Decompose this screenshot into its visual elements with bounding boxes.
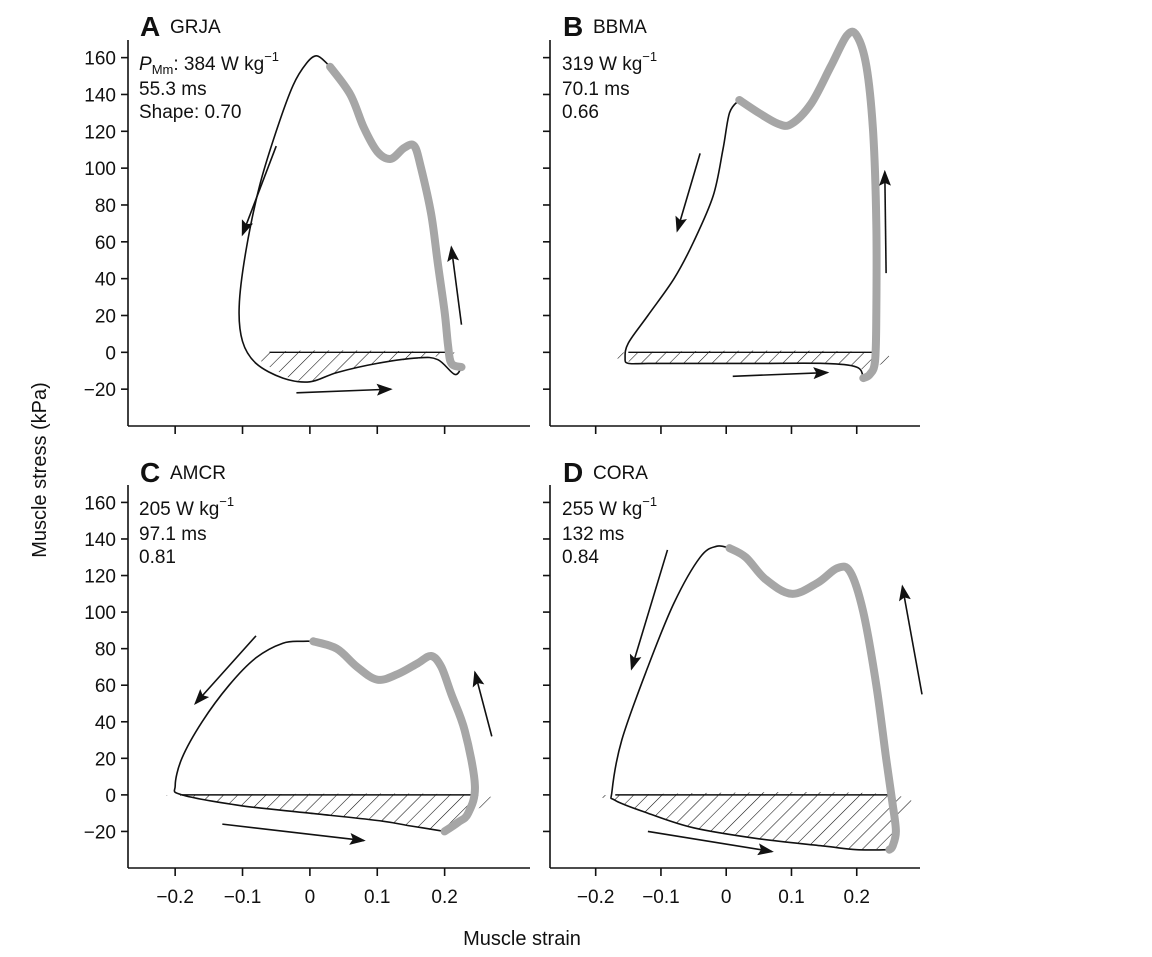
y-tick-label: 40 bbox=[95, 270, 116, 291]
shape-annotation-c: 0.81 bbox=[139, 547, 176, 568]
direction-arrow-1 bbox=[629, 549, 669, 671]
direction-arrow-3 bbox=[447, 245, 463, 325]
panel-a: −20 0 20 40 60 80 100 120 140 160 A GRJA PMm: 384… bbox=[84, 11, 530, 434]
y-tick-label: 100 bbox=[84, 603, 116, 624]
x-tick-label: 0.2 bbox=[431, 887, 457, 908]
panel-letter-b: B bbox=[563, 11, 583, 42]
power-exponent: −1 bbox=[219, 494, 234, 509]
panel-letter-d: D bbox=[563, 457, 583, 488]
lengthening-trace bbox=[238, 54, 463, 383]
direction-arrow-3 bbox=[878, 169, 891, 274]
y-tick-label: 100 bbox=[84, 159, 116, 180]
x-tick-label: 0.1 bbox=[364, 887, 390, 908]
x-tick-label: −0.2 bbox=[577, 887, 615, 908]
x-tick-label: −0.2 bbox=[156, 887, 194, 908]
y-tick-label: 40 bbox=[95, 713, 116, 734]
duration-annotation-d: 132 ms bbox=[562, 524, 624, 545]
lengthening-trace bbox=[624, 99, 865, 379]
direction-arrow-3 bbox=[899, 584, 923, 695]
shortening-trace bbox=[735, 27, 881, 383]
negative-work-region bbox=[609, 350, 890, 372]
y-tick-label: 0 bbox=[105, 343, 116, 364]
y-tick-label: 60 bbox=[95, 233, 116, 254]
shape-annotation-b: 0.66 bbox=[562, 102, 599, 123]
shape-annotation-a: Shape: 0.70 bbox=[139, 102, 241, 123]
x-tick-label: 0.1 bbox=[778, 887, 804, 908]
y-tick-label: 60 bbox=[95, 676, 116, 697]
panel-b: B BBMA 319 W kg−1 70.1 ms 0.66 bbox=[543, 11, 920, 434]
y-tick-label: 140 bbox=[84, 530, 116, 551]
y-tick-label: 20 bbox=[95, 306, 116, 327]
x-tick-label: 0.2 bbox=[844, 887, 870, 908]
lengthening-trace bbox=[173, 640, 445, 833]
x-tick-label: 0 bbox=[721, 887, 732, 908]
panel-species-b: BBMA bbox=[593, 17, 647, 38]
direction-arrow-2 bbox=[647, 830, 774, 856]
x-tick-label: −0.1 bbox=[642, 887, 680, 908]
x-tick-label: 0 bbox=[305, 887, 316, 908]
panel-letter-c: C bbox=[140, 457, 160, 488]
duration-annotation-c: 97.1 ms bbox=[139, 524, 207, 545]
negative-work-region bbox=[160, 793, 496, 832]
shortening-trace bbox=[725, 544, 900, 854]
panel-letter-a: A bbox=[140, 11, 160, 42]
y-tick-label: 160 bbox=[84, 493, 116, 514]
power-value: 205 W kg bbox=[139, 499, 219, 520]
y-tick-label: 80 bbox=[95, 196, 116, 217]
direction-arrow-3 bbox=[472, 670, 493, 737]
duration-annotation-b: 70.1 ms bbox=[562, 79, 630, 100]
power-annotation-c: 205 W kg−1 bbox=[139, 494, 234, 520]
direction-arrow-1 bbox=[241, 145, 277, 237]
y-tick-label: 80 bbox=[95, 640, 116, 661]
negative-work-region bbox=[258, 350, 460, 382]
power-exponent: −1 bbox=[642, 49, 657, 64]
y-tick-label: 140 bbox=[84, 85, 116, 106]
y-tick-label: 0 bbox=[105, 786, 116, 807]
direction-arrow-2 bbox=[296, 383, 393, 396]
lengthening-trace bbox=[610, 545, 890, 851]
direction-arrow-1 bbox=[194, 635, 257, 705]
y-tick-label: 160 bbox=[84, 49, 116, 70]
shape-annotation-d: 0.84 bbox=[562, 547, 599, 568]
power-annotation-a: PMm: 384 W kg−1 bbox=[139, 49, 279, 77]
y-tick-label: −20 bbox=[84, 822, 116, 843]
direction-arrow-2 bbox=[222, 823, 366, 845]
negative-work-region bbox=[593, 791, 915, 850]
power-value: : 384 W kg bbox=[173, 54, 264, 75]
shortening-trace bbox=[326, 62, 466, 372]
y-tick-label: 120 bbox=[84, 122, 116, 143]
panel-species-c: AMCR bbox=[170, 463, 226, 484]
x-tick-label: −0.1 bbox=[224, 887, 262, 908]
power-annotation-d: 255 W kg−1 bbox=[562, 494, 657, 520]
power-exponent: −1 bbox=[264, 49, 279, 64]
power-annotation-b: 319 W kg−1 bbox=[562, 49, 657, 75]
power-value: 319 W kg bbox=[562, 54, 642, 75]
duration-annotation-a: 55.3 ms bbox=[139, 79, 207, 100]
panel-species-a: GRJA bbox=[170, 17, 221, 38]
power-subscript: Mm bbox=[152, 62, 174, 77]
y-tick-label: 20 bbox=[95, 749, 116, 770]
power-symbol: P bbox=[139, 54, 152, 75]
direction-arrow-2 bbox=[732, 367, 830, 380]
y-axis-title: Muscle stress (kPa) bbox=[29, 382, 51, 558]
y-tick-label: −20 bbox=[84, 380, 116, 401]
power-exponent: −1 bbox=[642, 494, 657, 509]
panel-d: −0.2 −0.1 0 0.1 0.2 D CORA 255 W kg−1 132 ms… bbox=[543, 457, 923, 908]
direction-arrow-1 bbox=[675, 153, 701, 233]
x-axis-title: Muscle strain bbox=[463, 928, 581, 950]
shortening-trace bbox=[309, 637, 479, 836]
power-value: 255 W kg bbox=[562, 499, 642, 520]
panel-species-d: CORA bbox=[593, 463, 648, 484]
y-tick-label: 120 bbox=[84, 567, 116, 588]
